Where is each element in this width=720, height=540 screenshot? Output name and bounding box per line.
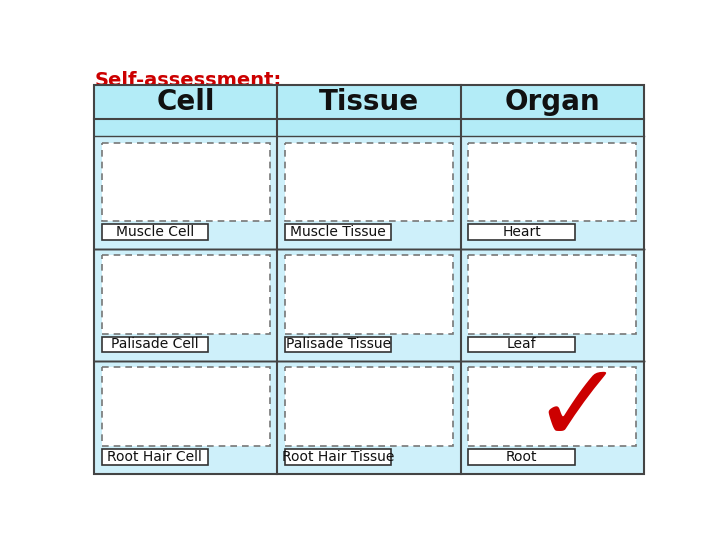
- Bar: [102, 224, 208, 240]
- Text: Leaf: Leaf: [507, 338, 536, 352]
- Bar: [102, 337, 208, 352]
- Bar: [469, 255, 636, 334]
- Bar: [102, 255, 269, 334]
- Text: ✓: ✓: [531, 358, 625, 465]
- Bar: [469, 224, 575, 240]
- Bar: [102, 143, 269, 221]
- Bar: [285, 143, 453, 221]
- Text: Root: Root: [506, 450, 537, 464]
- Text: Root Hair Cell: Root Hair Cell: [107, 450, 202, 464]
- Text: Tissue: Tissue: [319, 88, 419, 116]
- Bar: [94, 85, 277, 119]
- Bar: [285, 449, 392, 464]
- Text: Palisade Tissue: Palisade Tissue: [286, 338, 391, 352]
- Bar: [102, 367, 269, 446]
- Bar: [102, 255, 269, 334]
- Bar: [102, 449, 208, 464]
- Bar: [461, 85, 644, 119]
- Bar: [469, 143, 636, 221]
- Text: Self-assessment:: Self-assessment:: [94, 71, 282, 90]
- Bar: [469, 143, 636, 221]
- Text: Root Hair Tissue: Root Hair Tissue: [282, 450, 395, 464]
- Bar: [285, 337, 392, 352]
- Text: Organ: Organ: [505, 88, 600, 116]
- Bar: [469, 367, 636, 446]
- Bar: [285, 255, 453, 334]
- Bar: [469, 449, 575, 464]
- Bar: [102, 367, 269, 446]
- Text: Cell: Cell: [156, 88, 215, 116]
- Bar: [277, 85, 461, 119]
- Bar: [102, 143, 269, 221]
- Bar: [94, 119, 644, 137]
- Bar: [469, 255, 636, 334]
- Bar: [469, 337, 575, 352]
- Text: Muscle Cell: Muscle Cell: [116, 225, 194, 239]
- Text: Heart: Heart: [503, 225, 541, 239]
- Text: Muscle Tissue: Muscle Tissue: [290, 225, 386, 239]
- Bar: [285, 224, 392, 240]
- Bar: [285, 367, 453, 446]
- Bar: [285, 255, 453, 334]
- Bar: [469, 367, 636, 446]
- Bar: [285, 143, 453, 221]
- Bar: [285, 367, 453, 446]
- Text: Palisade Cell: Palisade Cell: [111, 338, 199, 352]
